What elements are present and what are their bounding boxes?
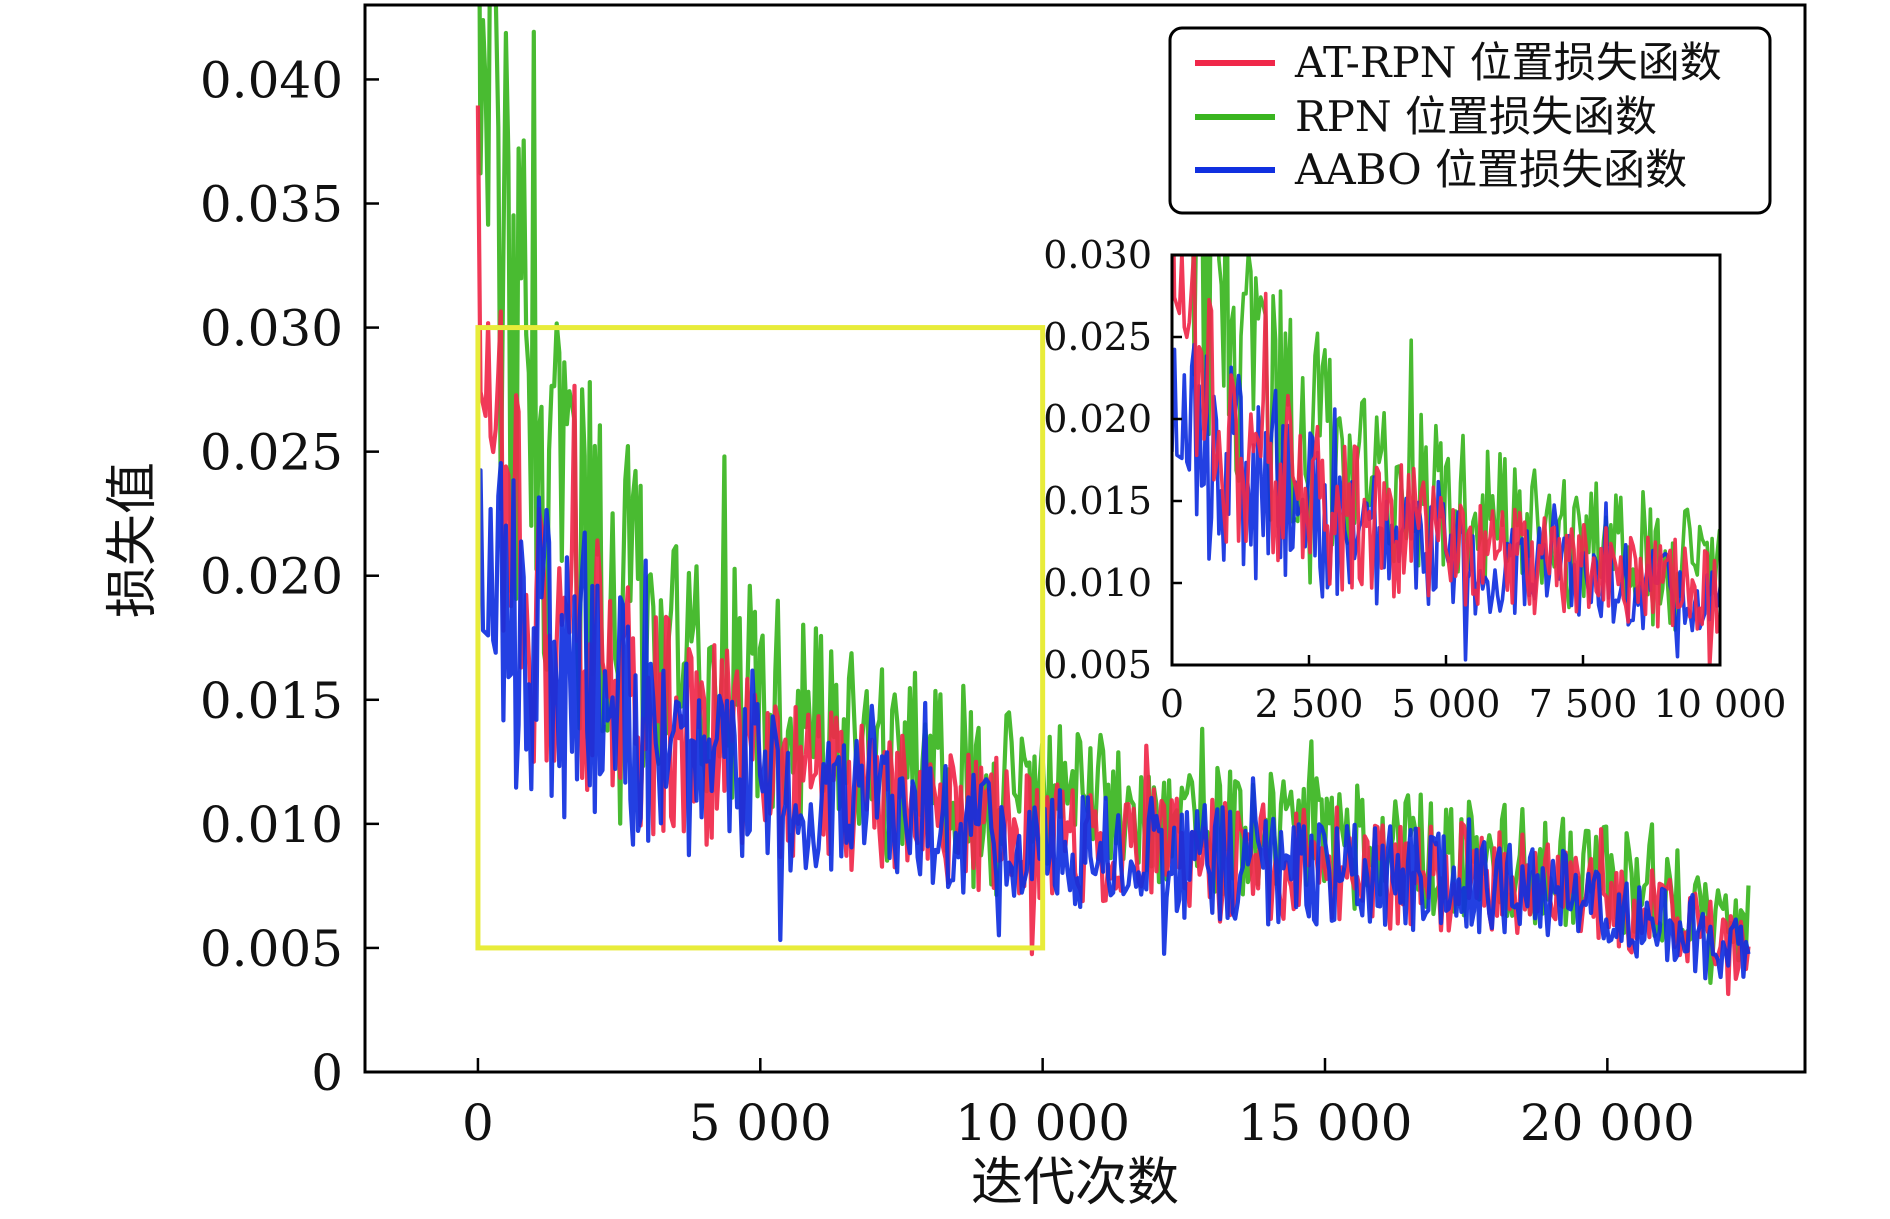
- legend-label-atrpn: AT-RPN 位置损失函数: [1294, 38, 1722, 87]
- y-tick-label: 0.010: [1043, 561, 1152, 605]
- y-tick-label: 0.015: [1043, 479, 1152, 523]
- main-y-ticks: 0 0.005 0.010 0.015 0.020 0.025 0.030 0.035 0.04…: [200, 51, 379, 1102]
- x-tick-label: 5 000: [1392, 682, 1501, 726]
- y-tick-label: 0.020: [200, 548, 343, 606]
- legend-box: [1168, 26, 1772, 215]
- main-plot-frame: [363, 3, 1807, 1074]
- x-tick-label: 10 000: [1654, 682, 1787, 726]
- legend-label-aabo: AABO 位置损失函数: [1294, 145, 1687, 194]
- inset-series-lines: [1172, 255, 1720, 665]
- y-tick-label: 0.030: [1043, 233, 1152, 277]
- inset-x-ticks: 0 2 500 5 000 7 500 10 000: [1160, 655, 1787, 726]
- x-tick-label: 15 000: [1238, 1094, 1413, 1152]
- x-tick-label: 0: [1160, 682, 1184, 726]
- y-tick-label: 0.005: [200, 920, 343, 978]
- x-tick-label: 20 000: [1520, 1094, 1695, 1152]
- y-tick-label: 0.005: [1043, 643, 1152, 687]
- y-tick-label: 0.035: [200, 176, 343, 234]
- y-tick-label: 0.025: [200, 424, 343, 482]
- x-tick-label: 10 000: [955, 1094, 1130, 1152]
- legend-label-rpn: RPN 位置损失函数: [1295, 92, 1657, 141]
- series-line-AABO 位置损失函数: [475, 461, 1751, 981]
- x-tick-label: 7 500: [1529, 682, 1638, 726]
- y-tick-label: 0.025: [1043, 315, 1152, 359]
- y-tick-label: 0.040: [200, 51, 343, 109]
- y-tick-label: 0.020: [1043, 397, 1152, 441]
- main-x-ticks: 0 5 000 10 000 15 000 20 000: [462, 1058, 1695, 1152]
- y-tick-label: 0.010: [200, 796, 343, 854]
- y-axis-label: 损失值: [103, 462, 163, 618]
- zoom-highlight-box: [475, 325, 1046, 951]
- x-tick-label: 5 000: [689, 1094, 832, 1152]
- x-axis-label: 迭代次数: [971, 1153, 1179, 1213]
- y-tick-label: 0.030: [200, 300, 343, 358]
- inset-y-ticks: 0.005 0.010 0.015 0.020 0.025 0.030: [1043, 233, 1182, 687]
- y-tick-label: 0: [311, 1044, 343, 1102]
- x-tick-label: 0: [462, 1094, 494, 1152]
- main-series-lines: [475, 5, 1751, 997]
- legend: AT-RPN 位置损失函数 RPN 位置损失函数 AABO 位置损失函数: [1168, 26, 1772, 215]
- y-tick-label: 0.015: [200, 672, 343, 730]
- series-line-AT-RPN 位置损失函数: [1172, 255, 1720, 665]
- x-tick-label: 2 500: [1255, 682, 1364, 726]
